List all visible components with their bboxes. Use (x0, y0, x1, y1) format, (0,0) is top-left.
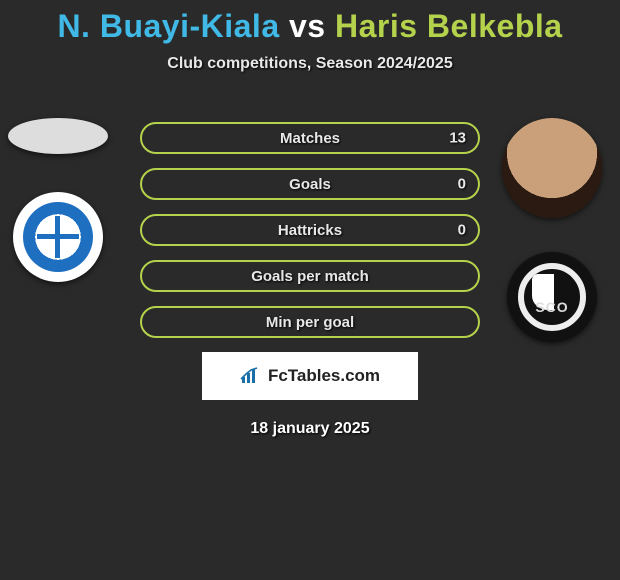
player2-club-crest (507, 252, 597, 342)
stats-list: Matches 13 Goals 0 Hattricks 0 Goals per… (140, 122, 480, 438)
stat-value-right: 0 (458, 176, 466, 193)
bar-chart-icon (240, 367, 262, 385)
player1-avatar (8, 118, 108, 154)
stat-row-goals: Goals 0 (140, 168, 480, 200)
angers-icon (532, 274, 572, 310)
player2-name: Haris Belkebla (335, 8, 563, 44)
stat-label: Goals (289, 176, 331, 193)
date-text: 18 january 2025 (140, 420, 480, 438)
player2-avatar (502, 118, 602, 218)
comparison-title: N. Buayi-Kiala vs Haris Belkebla (0, 0, 620, 45)
stat-value-right: 13 (449, 130, 466, 147)
stat-label: Min per goal (266, 314, 354, 331)
player1-club-crest (13, 192, 103, 282)
subtitle: Club competitions, Season 2024/2025 (0, 55, 620, 73)
left-column (8, 118, 108, 296)
vs-separator: vs (289, 8, 326, 44)
stat-row-gpm: Goals per match (140, 260, 480, 292)
stat-row-mpg: Min per goal (140, 306, 480, 338)
stat-row-hattricks: Hattricks 0 (140, 214, 480, 246)
player1-name: N. Buayi-Kiala (57, 8, 279, 44)
right-column (502, 118, 602, 356)
stat-label: Goals per match (251, 268, 369, 285)
stat-row-matches: Matches 13 (140, 122, 480, 154)
stat-label: Matches (280, 130, 340, 147)
brand-box[interactable]: FcTables.com (202, 352, 418, 400)
stat-label: Hattricks (278, 222, 342, 239)
brand-text: FcTables.com (268, 366, 380, 386)
auxerre-icon (23, 202, 93, 272)
stat-value-right: 0 (458, 222, 466, 239)
